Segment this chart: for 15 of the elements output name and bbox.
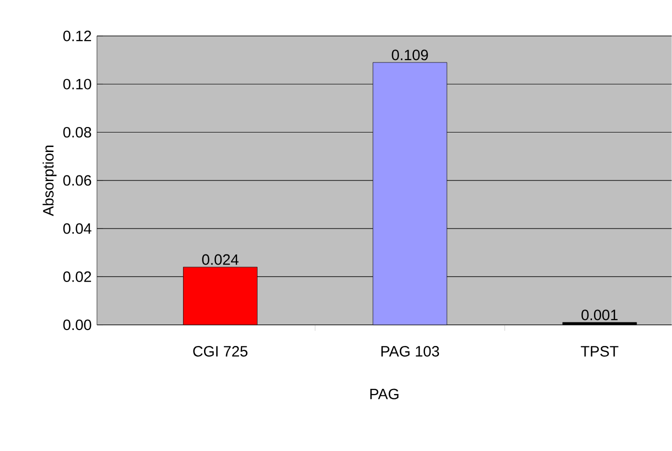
x-tick-label: TPST xyxy=(580,346,618,357)
y-axis-title: Absorption xyxy=(42,146,57,216)
x-tick-label: PAG 103 xyxy=(381,346,440,357)
y-tick-label: 0.06 xyxy=(63,175,92,186)
data-label: 0.109 xyxy=(392,50,428,60)
y-tick-label: 0.00 xyxy=(63,320,92,330)
x-tick-label: CGI 725 xyxy=(193,346,248,357)
x-axis-title: PAG xyxy=(370,388,398,400)
y-tick-label: 0.08 xyxy=(63,127,92,138)
y-tick-label: 0.10 xyxy=(63,78,92,90)
data-label: 0.024 xyxy=(202,254,239,265)
y-tick-label: 0.12 xyxy=(63,30,92,42)
data-label: 0.001 xyxy=(582,310,618,320)
y-tick-label: 0.04 xyxy=(63,223,92,234)
y-tick-label: 0.02 xyxy=(63,272,92,282)
